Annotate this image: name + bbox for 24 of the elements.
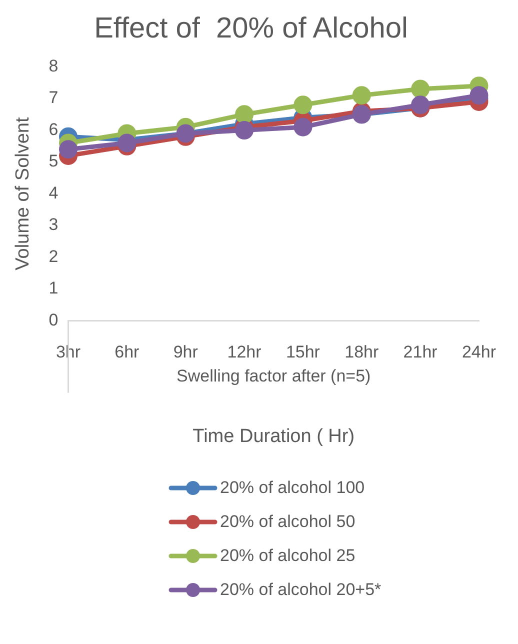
- y-tick-label: 8: [48, 56, 58, 76]
- y-tick-label: 4: [48, 183, 58, 202]
- x-tick-label: 15hr: [286, 342, 320, 362]
- x-tick-label: 9hr: [173, 342, 198, 362]
- y-tick-label: 5: [48, 152, 58, 171]
- y-tick-label: 2: [48, 246, 58, 266]
- chart-title: Effect of 20% of Alcohol: [94, 12, 408, 44]
- y-tick-label: 3: [48, 215, 58, 234]
- x-tick-label: 12hr: [227, 342, 262, 362]
- y-axis-title: Volume of Solvent: [12, 116, 34, 270]
- y-tick-label: 6: [48, 120, 58, 139]
- legend-label: 20% of alcohol 20+5*: [220, 580, 382, 600]
- y-tick-label: 0: [48, 310, 58, 330]
- x-tick-label: 21hr: [403, 342, 438, 362]
- x-axis-title: Time Duration ( Hr): [192, 426, 355, 447]
- x-tick-label: 6hr: [114, 342, 140, 362]
- legend-label: 20% of alcohol 100: [220, 478, 365, 498]
- legend-label: 20% of alcohol 25: [220, 546, 356, 566]
- x-tick-label: 18hr: [344, 342, 379, 362]
- y-tick-label: 7: [48, 88, 58, 108]
- text: Swelling factor after (n=5): [176, 366, 371, 386]
- legend-label: 20% of alcohol 50: [220, 512, 356, 532]
- y-tick-label: 1: [48, 278, 58, 298]
- x-tick-label: 24hr: [462, 342, 496, 362]
